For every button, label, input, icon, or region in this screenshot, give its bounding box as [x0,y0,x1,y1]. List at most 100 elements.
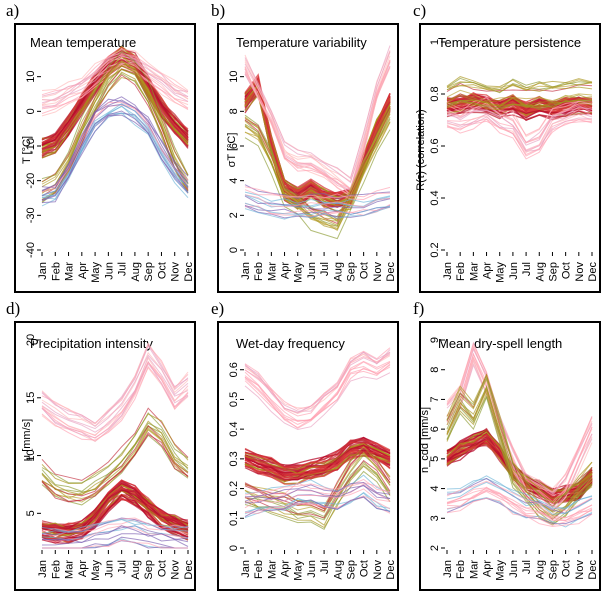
ytick-label: 6 [429,426,441,432]
series-line-var-main [244,78,391,198]
series-line-pers-blue [446,106,593,146]
series-line-dry-red [446,389,593,518]
ytick-label: 0.2 [429,242,441,257]
series-line-var-olive [244,60,391,197]
xtick-label: Jun [508,560,520,578]
ytick-label: 10 [25,449,37,461]
series-line-dry-low [446,497,593,528]
ytick-label: 0.6 [429,138,441,153]
series-line-var-low [244,202,391,216]
xtick-label: Feb [455,560,467,579]
series-line-pers-blue [446,118,593,160]
series-line-dry-red [446,373,593,500]
xtick-label: Dec [385,560,397,580]
panel-label-e: e) [211,299,224,318]
series-line-freq-low [244,496,391,517]
xtick-label: Dec [385,262,397,282]
xtick-label: Feb [455,262,467,281]
ytick-label: 2 [228,212,240,218]
series-line-freq-low [244,481,391,498]
xtick-label: Mar [266,262,278,281]
series-line-pers-blue [446,113,593,154]
xtick-label: May [293,262,305,283]
series-line-var-main [244,79,391,195]
series-line-mean-main [41,53,189,150]
ytick-label: -10 [25,138,37,154]
series-line-pers-blue [446,120,593,157]
xtick-label: Nov [372,262,384,282]
xtick-label: Aug [130,560,142,580]
ytick-label: -40 [25,242,37,258]
series-line-var-main [244,79,391,198]
xticks-e: Jan Feb Mar Apr May Jun Jul Aug Sep Oct Nov Dec [240,550,397,581]
series-line-dry-low [446,480,593,512]
series-line-pers-upper [446,82,593,91]
ytick-label: 0.2 [228,481,240,496]
series-line-cold-olive [41,64,189,188]
series-line-freq-blue [244,447,391,510]
xtick-label: Nov [170,560,182,580]
xtick-label: May [495,262,507,283]
ylabel-a: T [°C] [21,136,33,164]
series-line-cold-olive [41,68,189,192]
series-line-var-blue [244,118,391,230]
xtick-label: Jul [117,560,129,574]
ytick-label: 2 [429,545,441,551]
xtick-label: May [495,560,507,581]
series-line-dry-red [446,387,593,517]
series-line-var-blue [244,113,391,222]
panel-c: c) Temperature persistence R(τ) (correla… [413,1,601,293]
series-line-var-main [244,77,391,200]
xtick-label: Jun [306,262,318,280]
xtick-label: Oct [359,262,371,279]
xtick-label: Jan [240,262,252,280]
series-line-var-blue [244,110,391,220]
xtick-label: Sep [547,560,559,580]
xtick-label: Oct [156,262,168,279]
ytick-label: 0.3 [228,451,240,466]
series-line-pers-upper [446,89,593,102]
xtick-label: Nov [372,560,384,580]
ylabel-text-d: μ [mm/s] [21,419,33,461]
ylabel-text-a: T [°C] [21,136,33,164]
ytick-label: -20 [25,173,37,189]
xtick-label: Jun [103,560,115,578]
series-c [446,76,593,160]
frame-e [217,321,399,591]
xtick-label: Aug [534,262,546,282]
xtick-label: Apr [280,262,292,279]
panel-a: a) Mean temperature T [°C] -40 -30 -20 -10 0… [6,1,196,293]
series-line-dry-purple [446,352,593,503]
xtick-label: Jan [442,560,454,578]
series-line-pers-upper [446,84,593,93]
xtick-label: Feb [50,262,62,281]
ylabel-text-c: R(τ) (correlation) [415,109,427,190]
series-line-warm-upper [41,49,189,91]
xtick-label: Sep [143,560,155,580]
ytick-label: 3 [429,515,441,521]
ytick-label: 9 [429,337,441,343]
series-line-freq-blue [244,454,391,518]
xtick-label: Feb [253,262,265,281]
title-c: Temperature persistence [438,35,581,50]
title-d: Precipitation intensity [30,336,153,351]
xtick-label: Jul [521,262,533,276]
ytick-label: 5 [25,510,37,516]
panel-f: f) Mean dry-spell length n_cdd [mm/s] 2 3… [413,299,601,591]
ytick-label: 0 [25,108,37,114]
series-line-int-high [41,360,189,439]
xtick-label: Apr [77,560,89,577]
series-line-freq-main [244,441,391,471]
xtick-label: Oct [156,560,168,577]
series-line-int-high [41,354,189,430]
xtick-label: Apr [280,560,292,577]
series-line-int-blue [41,517,189,533]
xtick-label: May [90,262,102,283]
yticks-c: 0.2 0.4 0.6 0.8 1 [429,39,445,258]
ytick-label: 10 [25,71,37,83]
series-line-int-blue [42,539,188,549]
yticks-f: 2 3 4 5 6 7 8 9 [429,337,445,551]
ytick-label: 0 [228,545,240,551]
series-line-dry-main [446,432,593,497]
series-line-freq-low [244,474,391,494]
